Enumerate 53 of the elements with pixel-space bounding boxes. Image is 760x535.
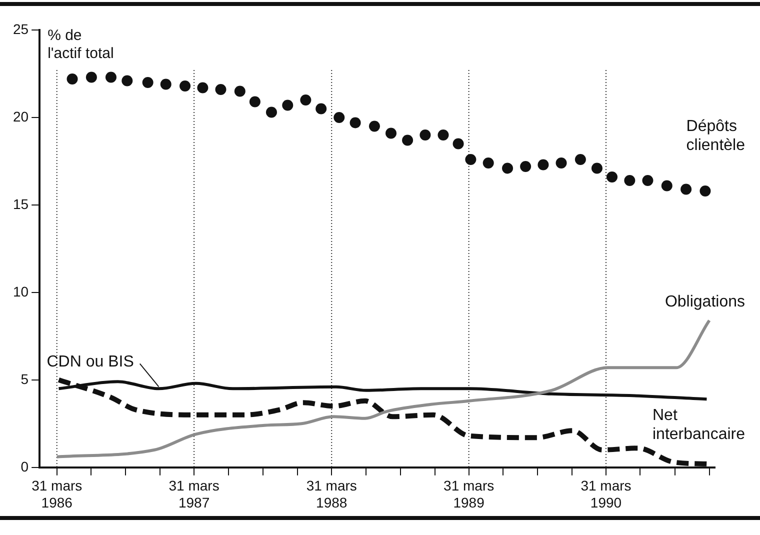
series-label: CDN ou BIS xyxy=(46,354,134,371)
point xyxy=(465,154,476,165)
point xyxy=(122,75,133,86)
x-tick-label: 31 mars 1988 xyxy=(306,478,357,510)
y-tick-label: 5 xyxy=(20,370,29,387)
point xyxy=(591,162,602,174)
point xyxy=(700,185,711,196)
point xyxy=(334,112,345,123)
x-tick-label: 31 mars 1986 xyxy=(32,478,82,510)
point xyxy=(249,96,260,108)
point xyxy=(368,120,380,132)
y-tick-label: 25 xyxy=(12,20,29,37)
point xyxy=(402,134,414,146)
point xyxy=(538,159,549,170)
point xyxy=(86,72,97,83)
point xyxy=(642,174,654,186)
y-tick-label: 10 xyxy=(12,283,29,300)
point xyxy=(661,180,672,192)
point xyxy=(556,157,567,168)
point xyxy=(452,138,464,150)
y-tick-label: 20 xyxy=(12,108,29,124)
point xyxy=(197,82,208,94)
x-tick-label: 31 mars 1989 xyxy=(444,478,494,510)
point xyxy=(482,157,494,168)
point xyxy=(520,160,532,172)
point xyxy=(142,76,154,88)
point xyxy=(624,174,636,186)
x-tick-label: 31 mars 1990 xyxy=(580,478,632,510)
x-tick-label: 31 mars 1987 xyxy=(168,478,220,510)
point xyxy=(282,100,294,111)
point xyxy=(300,94,312,106)
point xyxy=(180,80,191,92)
point xyxy=(386,128,397,139)
point xyxy=(420,129,431,140)
series-label: Net interbancaire xyxy=(652,407,746,444)
point xyxy=(266,106,277,118)
point xyxy=(680,184,692,195)
point xyxy=(316,103,327,114)
point xyxy=(105,72,116,83)
point xyxy=(502,162,514,174)
point xyxy=(215,84,226,95)
point xyxy=(606,171,618,182)
point xyxy=(350,117,361,128)
point xyxy=(438,129,449,140)
y-tick-label: 0 xyxy=(20,458,29,474)
series-label: Dépôts clientèle xyxy=(686,118,746,154)
y-axis-title: % de l'actif total xyxy=(48,27,114,62)
point xyxy=(234,86,246,97)
point xyxy=(160,78,172,90)
point xyxy=(574,154,586,165)
point xyxy=(66,73,78,84)
y-tick-label: 15 xyxy=(12,196,29,212)
series-label: Obligations xyxy=(664,293,745,310)
